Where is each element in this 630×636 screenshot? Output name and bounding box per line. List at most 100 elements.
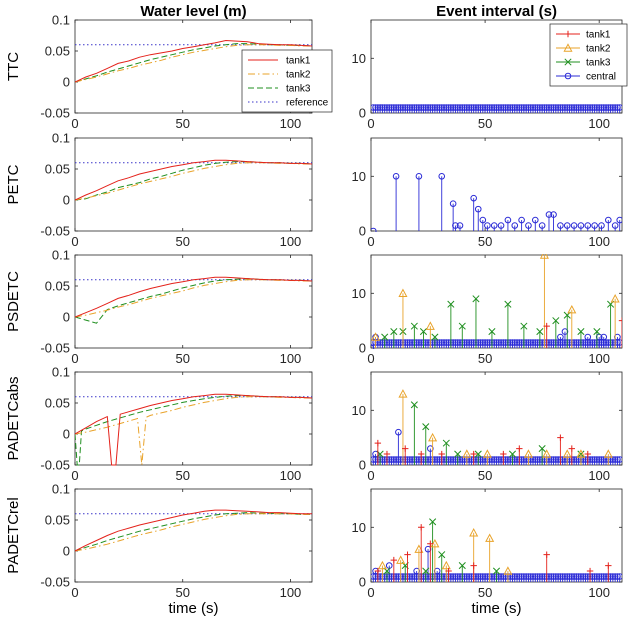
legend-label-tank2: tank2 <box>286 70 311 81</box>
stem-marker-central <box>404 104 411 111</box>
stem-marker-central <box>372 450 379 458</box>
stem-marker-central <box>447 456 455 463</box>
stem-marker-tank3 <box>458 562 466 570</box>
stem-marker-central <box>586 104 594 111</box>
legend-marker-tank3 <box>564 58 572 66</box>
stem-marker-tank1 <box>605 562 612 569</box>
stem-marker-tank3 <box>474 450 482 458</box>
x-tick-label: 50 <box>175 116 189 131</box>
x-tick-label: 0 <box>71 351 78 366</box>
y-tick-label: 0.1 <box>52 248 70 263</box>
y-tick-label: 0.1 <box>52 482 70 497</box>
stem-marker-central <box>545 573 553 580</box>
x-tick-label: 50 <box>175 468 189 483</box>
stem-marker-central <box>584 573 592 580</box>
stem-marker-tank1 <box>402 445 409 452</box>
stem-marker-central <box>406 456 414 463</box>
stem-marker-tank3 <box>381 333 389 341</box>
stem-marker-central <box>552 456 560 463</box>
stem-marker-central <box>371 339 377 346</box>
stem-marker-central <box>477 573 484 580</box>
stem-marker-central <box>397 456 404 463</box>
stem-marker-tank3 <box>429 518 437 526</box>
stem-marker-central <box>570 339 578 346</box>
series-line-tank1 <box>75 276 312 318</box>
stem-marker-central <box>598 456 605 463</box>
stem-marker-central <box>563 573 571 580</box>
stem-marker-tank1 <box>470 450 477 458</box>
stem-marker-central <box>589 104 596 111</box>
stem-marker-central <box>511 104 519 111</box>
stem-marker-central <box>529 573 537 580</box>
x-tick-label: 100 <box>280 585 302 600</box>
stem-marker-central <box>470 194 477 202</box>
y-tick-label: -0.05 <box>40 106 70 121</box>
stem-marker-central <box>497 456 505 463</box>
stem-marker-central <box>431 456 439 463</box>
x-tick-label: 100 <box>588 585 610 600</box>
stem-marker-central <box>502 339 509 346</box>
panel-padetcrel-events: 0 50 100 0 10 <box>352 488 623 600</box>
stem-marker-central <box>424 545 432 553</box>
stem-marker-central <box>372 104 379 111</box>
stem-marker-central <box>527 339 535 346</box>
stem-marker-central <box>401 104 409 111</box>
stem-marker-central <box>568 104 576 111</box>
stem-marker-central <box>552 104 560 111</box>
stem-marker-central <box>534 573 541 580</box>
stem-marker-central <box>522 104 530 111</box>
stem-marker-central <box>415 104 423 111</box>
stem-marker-central <box>557 573 564 580</box>
stem-marker-central <box>554 104 562 111</box>
legend-label-tank3: tank3 <box>286 84 311 95</box>
stem-marker-central <box>481 339 489 346</box>
stem-marker-central <box>605 104 612 111</box>
series-line-tank2 <box>75 44 312 83</box>
stem-marker-central <box>600 573 608 580</box>
stem-marker-tank3 <box>492 567 501 575</box>
stem-marker-central <box>488 573 496 580</box>
stem-marker-central <box>591 339 598 346</box>
stem-marker-central <box>486 339 493 346</box>
y-tick-label: -0.05 <box>40 458 70 473</box>
x-tick-label: 50 <box>478 351 492 366</box>
stem-marker-central <box>589 573 596 580</box>
stem-marker-central <box>461 339 468 346</box>
stem-marker-central <box>399 104 407 111</box>
y-tick-label: 0.1 <box>52 365 70 380</box>
stem-marker-central <box>566 573 573 580</box>
stem-marker-central <box>559 104 566 111</box>
stem-marker-central <box>554 339 562 346</box>
stem-marker-central <box>575 339 582 346</box>
stem-marker-tank3 <box>593 328 601 336</box>
stem-marker-central <box>490 339 498 346</box>
stem-marker-central <box>570 104 578 111</box>
stem-marker-tank1 <box>516 445 523 452</box>
plot-area <box>74 371 313 466</box>
stem-marker-central <box>493 104 500 111</box>
stem-marker-central <box>495 339 503 346</box>
legend-water: tank1 tank2 tank3 reference <box>241 49 333 113</box>
stem-marker-tank3 <box>419 328 428 336</box>
x-tick-label: 100 <box>588 116 610 131</box>
x-tick-label: 0 <box>71 585 78 600</box>
stem-marker-central <box>563 104 571 111</box>
stem-marker-central <box>452 222 459 229</box>
stem-marker-central <box>408 573 416 580</box>
y-tick-label: 0 <box>63 310 70 325</box>
stem-marker-central <box>438 172 446 180</box>
stem-marker-central <box>575 573 582 580</box>
stem-marker-central <box>534 456 541 463</box>
stem-marker-tank3 <box>410 322 418 330</box>
stem-marker-central <box>388 456 395 463</box>
stem-marker-central <box>579 573 587 580</box>
stem-marker-central <box>602 573 610 580</box>
stem-marker-central <box>388 573 395 580</box>
y-tick-label: 10 <box>352 286 366 301</box>
plot-marks <box>75 39 312 83</box>
stem-marker-central <box>584 104 592 111</box>
stem-marker-central <box>582 104 589 111</box>
stem-marker-central <box>566 104 573 111</box>
stem-marker-tank3 <box>577 328 585 336</box>
